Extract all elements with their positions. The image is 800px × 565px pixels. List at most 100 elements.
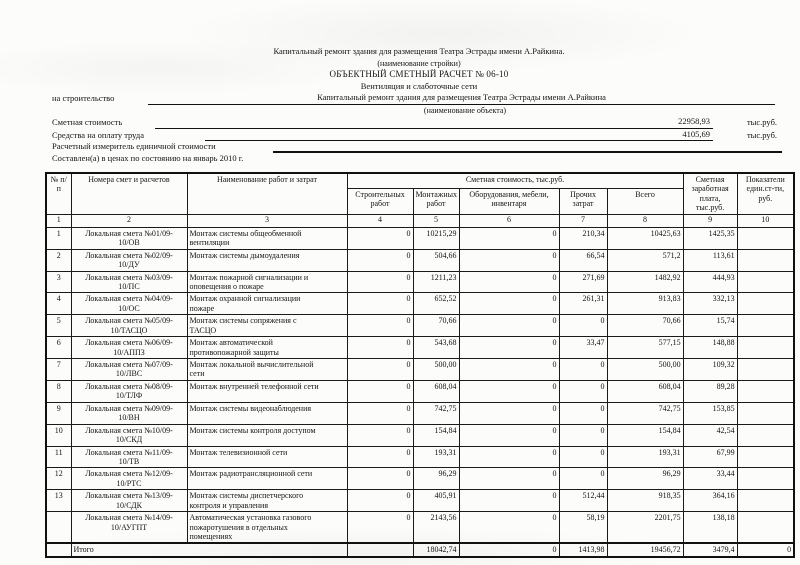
estimate-number: Локальная смета №10/09- 10/СКД <box>70 423 188 447</box>
object-name: Капитальный ремонт здания для размещения… <box>148 92 775 105</box>
table-row: 9 Локальная смета №09/09- 10/ВН Монтаж сис… <box>45 401 795 425</box>
work-name: Монтаж системы видеонаблюдения <box>186 401 348 425</box>
cost-total: 154,84 <box>606 423 684 447</box>
total-unit-cost-indicator: 0 <box>736 542 795 558</box>
unit-cost-indicator <box>736 467 795 491</box>
unit-cost-indicator <box>736 423 795 447</box>
cost-other: 261,31 <box>558 292 608 316</box>
unit-cost-indicator <box>736 270 795 294</box>
cost-installation-works: 742,75 <box>412 401 460 425</box>
cost-total: 193,31 <box>606 445 684 469</box>
cost-other: 0 <box>558 379 608 403</box>
unit-cost-indicator <box>736 336 795 359</box>
cost-total: 742,75 <box>606 401 684 425</box>
cost-construction-works: 0 <box>346 336 414 359</box>
work-name: Монтаж системы сопряжения с ТАСЦО <box>186 314 348 338</box>
cost-construction-works: 0 <box>346 423 414 447</box>
estimate-number: Локальная смета №13/09- 10/СДК <box>70 489 188 513</box>
unit-cost-indicator <box>736 292 795 316</box>
for-construction-row: на строительство Капитальный ремонт здан… <box>45 92 793 105</box>
cost-installation-works: 608,04 <box>412 379 460 403</box>
column-number: 3 <box>186 213 348 228</box>
cost-other: 0 <box>558 445 608 469</box>
total-cost-equipment: 0 <box>458 542 560 558</box>
cost-total: 913,83 <box>606 292 684 316</box>
table-row: 2 Локальная смета №02/09- 10/ДУ Монтаж сис… <box>45 248 795 272</box>
cost-construction-works: 0 <box>346 248 414 272</box>
estimated-wages: 148,88 <box>682 336 738 359</box>
cost-equipment: 0 <box>458 336 560 359</box>
table-row: 11 Локальная смета №11/09- 10/ТВ Монтаж те… <box>45 445 795 469</box>
estimated-wages: 444,93 <box>682 270 738 294</box>
cost-installation-works: 2143,56 <box>412 511 460 544</box>
cost-installation-works: 405,91 <box>412 489 460 513</box>
cost-equipment: 0 <box>458 270 560 294</box>
estimate-number: Локальная смета №05/09- 10/ТАСЦО <box>70 314 188 338</box>
cost-other: 0 <box>558 358 608 381</box>
estimated-wages: 15,74 <box>682 314 738 338</box>
column-number: 8 <box>606 213 684 228</box>
cost-total: 918,35 <box>606 489 684 513</box>
table-row: 4 Локальная смета №04/09- 10/ОС Монтаж охр… <box>45 292 795 316</box>
total-label: Итого <box>70 542 348 558</box>
labor-funds-row: Средства на оплату труда 4105,69 тыс.руб… <box>45 129 793 141</box>
table-row: 8 Локальная смета №08/09- 10/ТЛФ Монтаж вн… <box>45 379 795 403</box>
row-number: 9 <box>45 401 72 425</box>
total-cost-other: 1413,98 <box>558 542 608 558</box>
col-header-total: Всего <box>606 187 684 215</box>
total-row-number <box>45 542 72 558</box>
row-number: 6 <box>45 336 72 359</box>
cost-installation-works: 10215,29 <box>412 226 460 250</box>
total-cost-all: 19456,72 <box>606 542 684 558</box>
cost-other: 271,69 <box>558 270 608 294</box>
cost-equipment: 0 <box>458 248 560 272</box>
object-name-caption: (наименование объекта) <box>423 105 507 115</box>
row-number: 10 <box>45 423 72 447</box>
work-name: Монтаж локальной вычислительной сети <box>186 358 348 381</box>
row-number: 3 <box>45 270 72 294</box>
estimated-wages: 33,44 <box>682 467 738 491</box>
estimate-table-body: 1 Локальная смета №01/09- 10/ОВ Монтаж сис… <box>45 226 795 558</box>
cost-construction-works: 0 <box>346 358 414 381</box>
cost-installation-works: 1211,23 <box>412 270 460 294</box>
col-header-cost-group: Сметная стоимость, тыс.руб. <box>346 172 684 189</box>
unit-cost-indicator <box>736 226 795 250</box>
unit-cost-measure-line <box>273 150 782 153</box>
table-row: 5 Локальная смета №05/09- 10/ТАСЦО Монтаж … <box>45 314 795 338</box>
estimate-number: Локальная смета №12/09- 10/РТС <box>70 467 188 491</box>
estimate-table: № п/п Номера смет и расчетов Наименовани… <box>45 172 796 558</box>
column-numbers-row: 1 2 3 4 5 6 7 8 9 10 <box>45 213 795 228</box>
cost-total: 2201,75 <box>606 511 684 544</box>
work-name: Монтаж автоматической противопожарной за… <box>186 336 348 359</box>
estimated-wages: 42,54 <box>682 423 738 447</box>
estimate-number: Локальная смета №09/09- 10/ВН <box>70 401 188 425</box>
price-date-note: Составлен(а) в ценах по состоянию на янв… <box>52 152 244 163</box>
column-number: 2 <box>70 213 188 228</box>
column-number: 10 <box>736 213 795 228</box>
total-wages: 3479,4 <box>682 542 738 558</box>
estimate-number: Локальная смета №03/09- 10/ПС <box>70 270 188 294</box>
estimated-wages: 138,18 <box>682 511 738 544</box>
unit-cost-indicator <box>736 358 795 381</box>
estimated-wages: 113,61 <box>682 248 738 272</box>
cost-construction-works: 0 <box>346 292 414 316</box>
cost-total: 571,2 <box>606 248 684 272</box>
cost-equipment: 0 <box>458 314 560 338</box>
cost-equipment: 0 <box>458 292 560 316</box>
estimated-wages: 67,99 <box>682 445 738 469</box>
construction-name: Капитальный ремонт здания для размещения… <box>273 46 565 56</box>
unit-cost-indicator <box>736 511 795 544</box>
estimate-number: Локальная смета №14/09- 10/АУГПТ <box>70 511 188 544</box>
col-header-unit-cost-indicators: Показатели един.ст-ти, руб. <box>736 172 795 215</box>
table-row: Локальная смета №14/09- 10/АУГПТ Автомати… <box>45 511 795 544</box>
work-name: Монтаж охранной сигнализации пожаре <box>186 292 348 316</box>
col-header-wages: Сметная заработная плата, тыс.руб. <box>682 172 738 215</box>
row-number: 7 <box>45 358 72 381</box>
col-header-work-name: Наименование работ и затрат <box>186 172 348 215</box>
cost-construction-works: 0 <box>346 445 414 469</box>
labor-funds-value: 4105,69 <box>205 129 713 141</box>
unit-cost-indicator <box>736 489 795 513</box>
estimated-wages: 89,28 <box>682 379 738 403</box>
cost-other: 210,34 <box>558 226 608 250</box>
